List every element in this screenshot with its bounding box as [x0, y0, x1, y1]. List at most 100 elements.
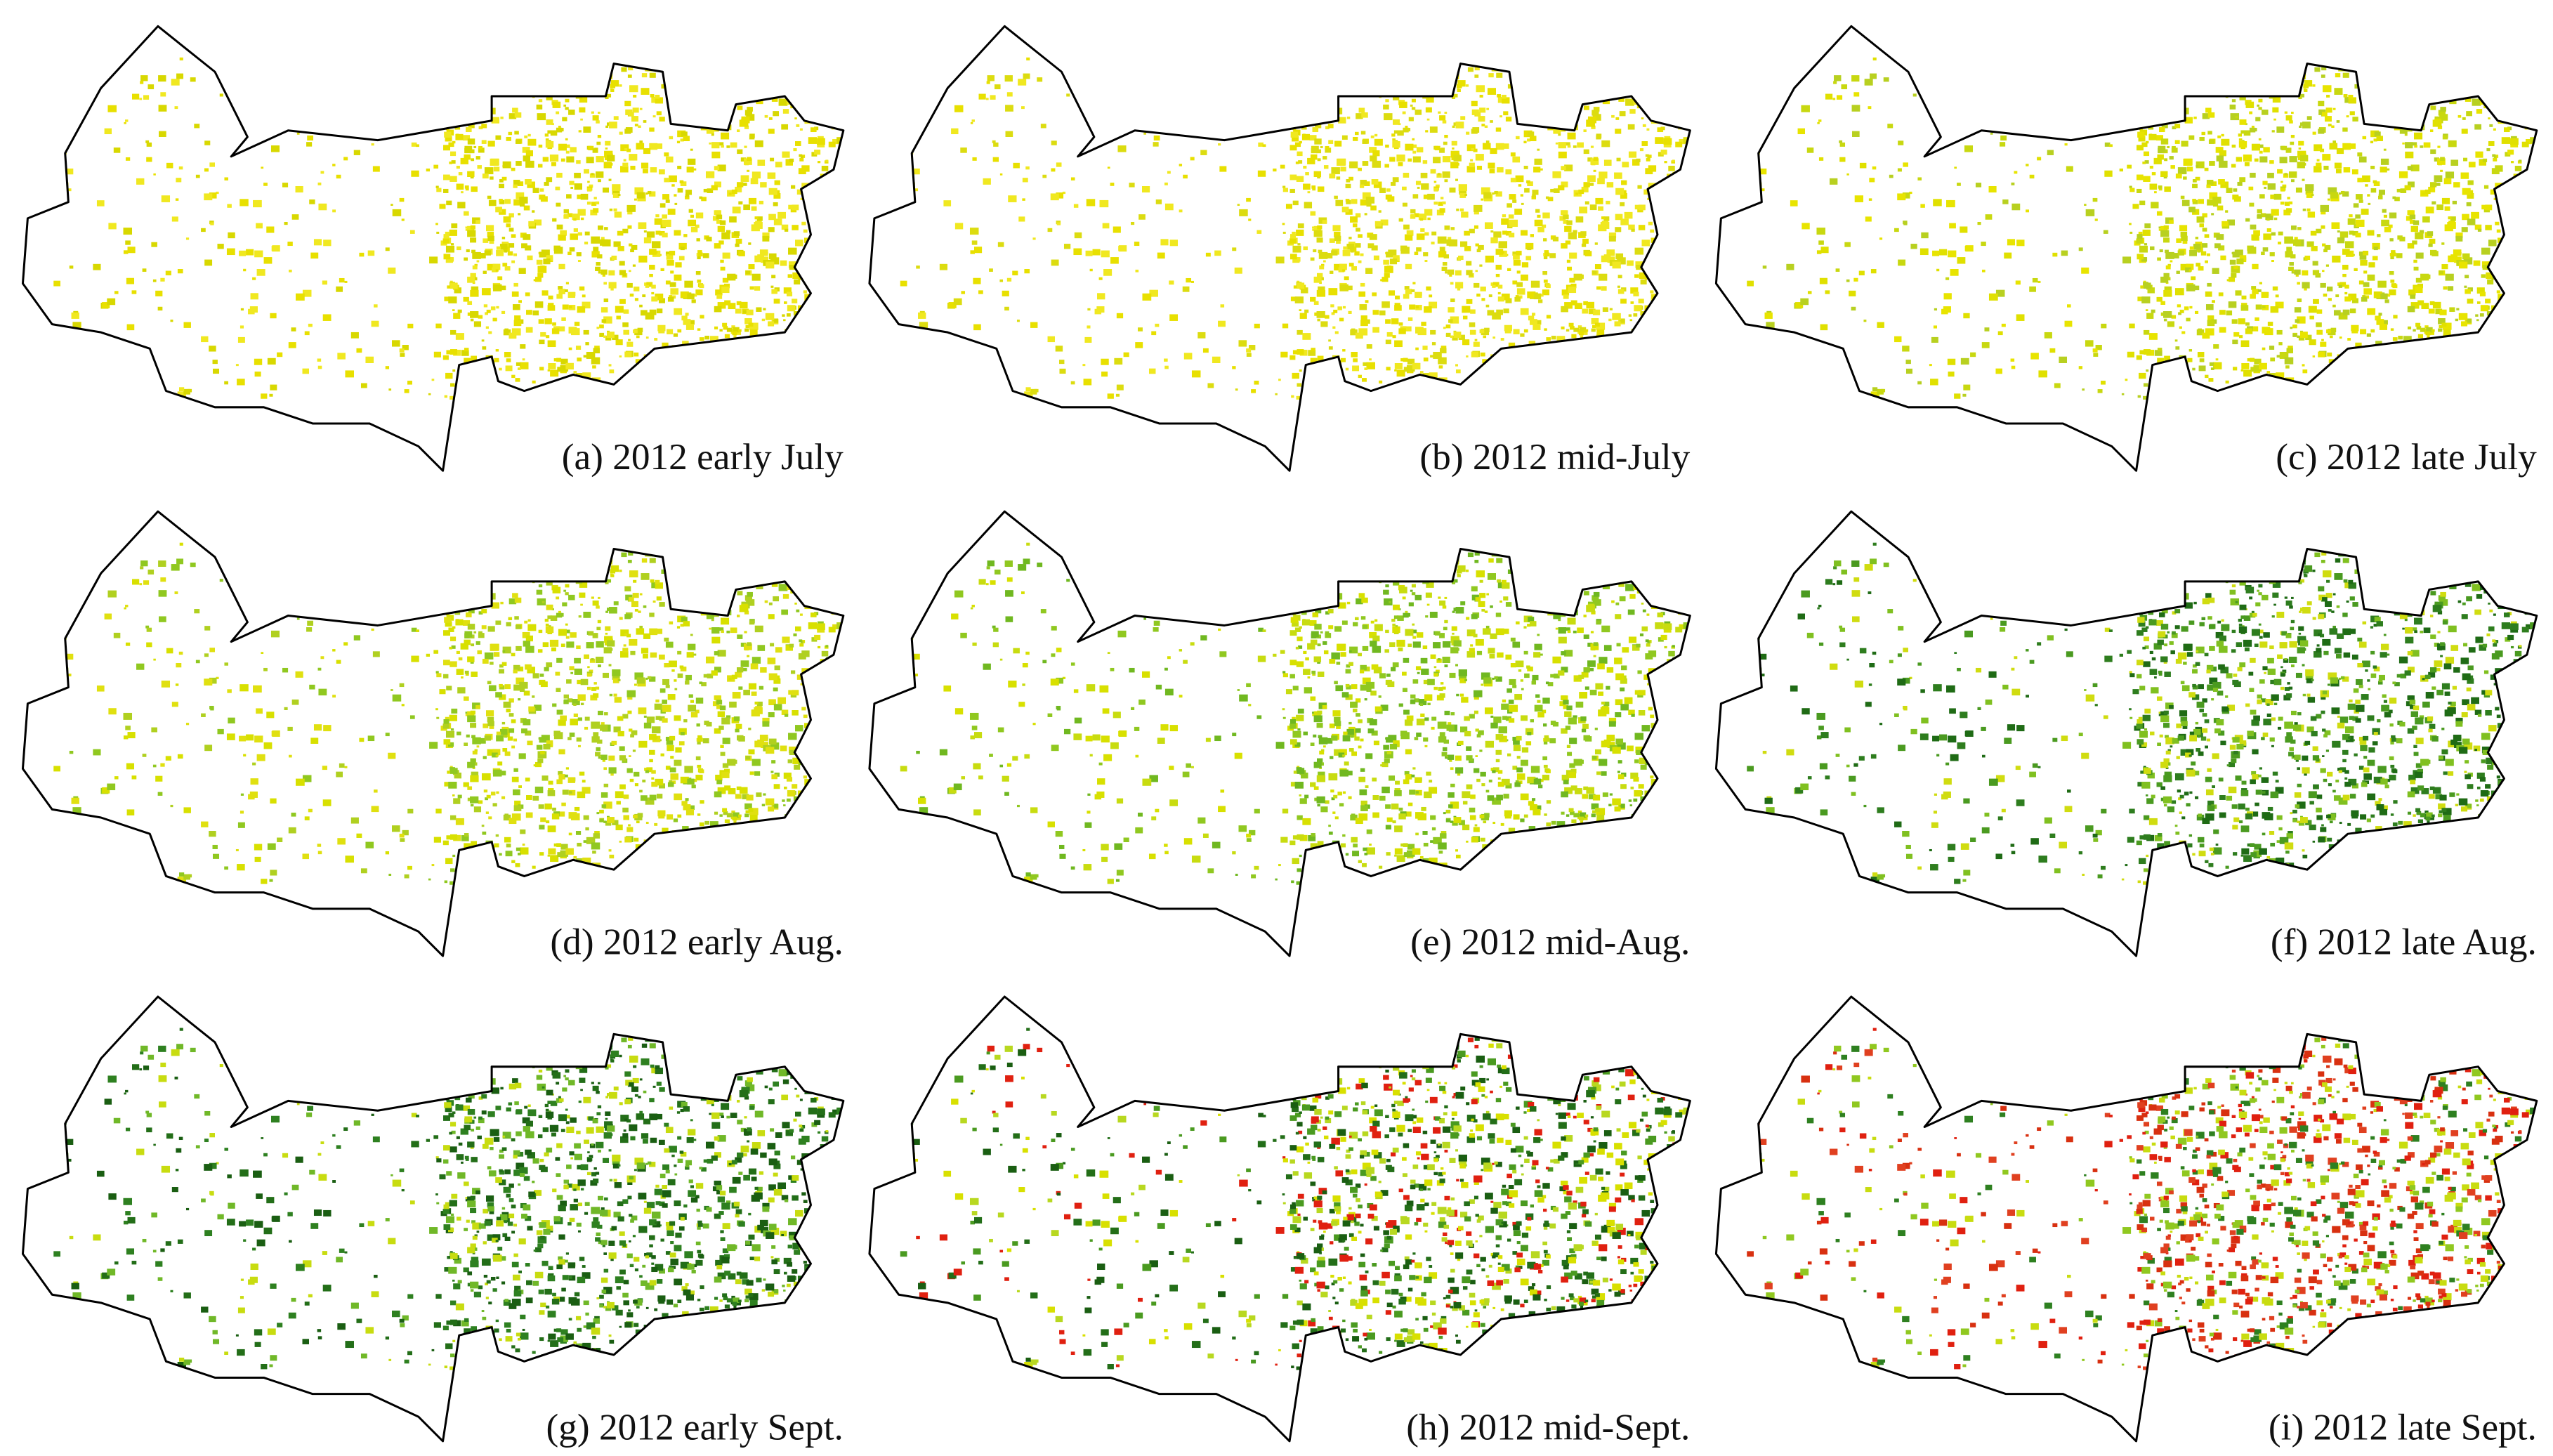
crop-patch	[821, 166, 829, 171]
crop-patch	[1386, 332, 1393, 337]
crop-patch	[2285, 251, 2293, 258]
crop-patch	[2525, 320, 2531, 324]
crop-patch	[1293, 103, 1300, 108]
crop-patch	[1365, 300, 1369, 303]
crop-patch	[643, 169, 648, 173]
crop-patch	[542, 116, 545, 119]
crop-patch	[2474, 355, 2481, 360]
crop-patch	[1523, 393, 1528, 398]
crop-patch	[1643, 382, 1652, 390]
crop-patch	[2359, 254, 2367, 260]
crop-patch	[499, 199, 503, 202]
crop-patch	[1262, 144, 1266, 147]
crop-patch	[666, 254, 674, 260]
crop-patch	[1179, 209, 1183, 213]
crop-patch	[428, 393, 431, 395]
crop-patch	[1934, 308, 1938, 311]
crop-patch	[2487, 343, 2491, 346]
crop-patch	[2002, 199, 2009, 204]
crop-patch	[889, 144, 895, 150]
crop-patch	[2406, 79, 2410, 82]
crop-patch	[2157, 358, 2165, 364]
crop-patch	[1688, 159, 1691, 162]
crop-patch	[1299, 309, 1301, 312]
crop-patch	[1560, 103, 1566, 107]
crop-patch	[1142, 185, 1150, 193]
crop-patch	[456, 166, 460, 169]
crop-patch	[2328, 124, 2332, 126]
crop-patch	[2346, 58, 2351, 63]
crop-patch	[2233, 188, 2238, 192]
crop-patch	[919, 351, 925, 355]
crop-patch	[1631, 361, 1634, 364]
crop-patch	[1902, 192, 1910, 199]
crop-patch	[503, 329, 511, 336]
crop-patch	[2370, 109, 2375, 114]
crop-patch	[2180, 263, 2189, 271]
crop-patch	[633, 388, 642, 396]
crop-patch	[1544, 328, 1547, 331]
crop-patch	[2288, 346, 2293, 350]
crop-patch	[85, 394, 89, 398]
crop-patch	[1514, 84, 1517, 87]
crop-patch	[466, 249, 470, 253]
crop-patch	[360, 383, 367, 388]
crop-patch	[244, 85, 249, 89]
crop-patch	[492, 284, 502, 291]
crop-patch	[2209, 192, 2218, 199]
crop-patch	[2201, 243, 2208, 248]
crop-patch	[2408, 289, 2416, 296]
crop-patch	[2413, 220, 2420, 225]
crop-patch	[2398, 336, 2403, 340]
crop-patch	[679, 180, 684, 184]
crop-patch	[728, 303, 736, 310]
crop-patch	[665, 347, 673, 353]
crop-patch	[534, 219, 542, 226]
crop-patch	[1645, 154, 1649, 157]
crop-patch	[2143, 395, 2148, 400]
crop-patch	[665, 199, 670, 203]
crop-patch	[2358, 73, 2362, 77]
crop-patch	[446, 103, 454, 108]
crop-patch	[473, 277, 478, 281]
crop-patch	[165, 270, 171, 276]
crop-patch	[1535, 60, 1542, 65]
crop-patch	[2464, 285, 2467, 288]
crop-patch	[2488, 324, 2494, 329]
crop-patch	[2440, 107, 2446, 112]
crop-patch	[662, 214, 668, 219]
crop-patch	[2309, 339, 2316, 346]
crop-patch	[1695, 127, 1698, 129]
crop-patch	[1503, 308, 1509, 314]
crop-patch	[729, 216, 737, 223]
crop-patch	[523, 205, 530, 211]
crop-patch	[799, 383, 806, 390]
crop-patch	[2394, 80, 2402, 86]
crop-patch	[2477, 370, 2486, 377]
crop-patch	[1358, 291, 1366, 297]
crop-patch	[1690, 301, 1693, 303]
crop-patch	[1297, 151, 1303, 157]
crop-patch	[687, 358, 695, 365]
crop-patch	[512, 107, 518, 113]
crop-patch	[1413, 391, 1422, 398]
crop-patch	[511, 328, 521, 336]
crop-patch	[643, 230, 647, 233]
crop-patch	[1984, 327, 1990, 332]
crop-patch	[586, 81, 593, 87]
crop-patch	[2467, 218, 2476, 225]
crop-patch	[810, 127, 817, 133]
crop-patch	[2143, 176, 2151, 182]
crop-patch	[511, 291, 519, 297]
crop-patch	[445, 245, 455, 253]
crop-patch	[1423, 252, 1429, 256]
crop-patch	[2276, 126, 2285, 133]
crop-patch	[2481, 274, 2486, 278]
crop-patch	[1675, 141, 1683, 147]
crop-patch	[1309, 135, 1317, 141]
crop-patch	[1549, 121, 1553, 124]
crop-patch	[1384, 273, 1390, 278]
crop-patch	[818, 221, 823, 225]
crop-patch	[1370, 205, 1377, 211]
crop-patch	[1117, 145, 1127, 152]
